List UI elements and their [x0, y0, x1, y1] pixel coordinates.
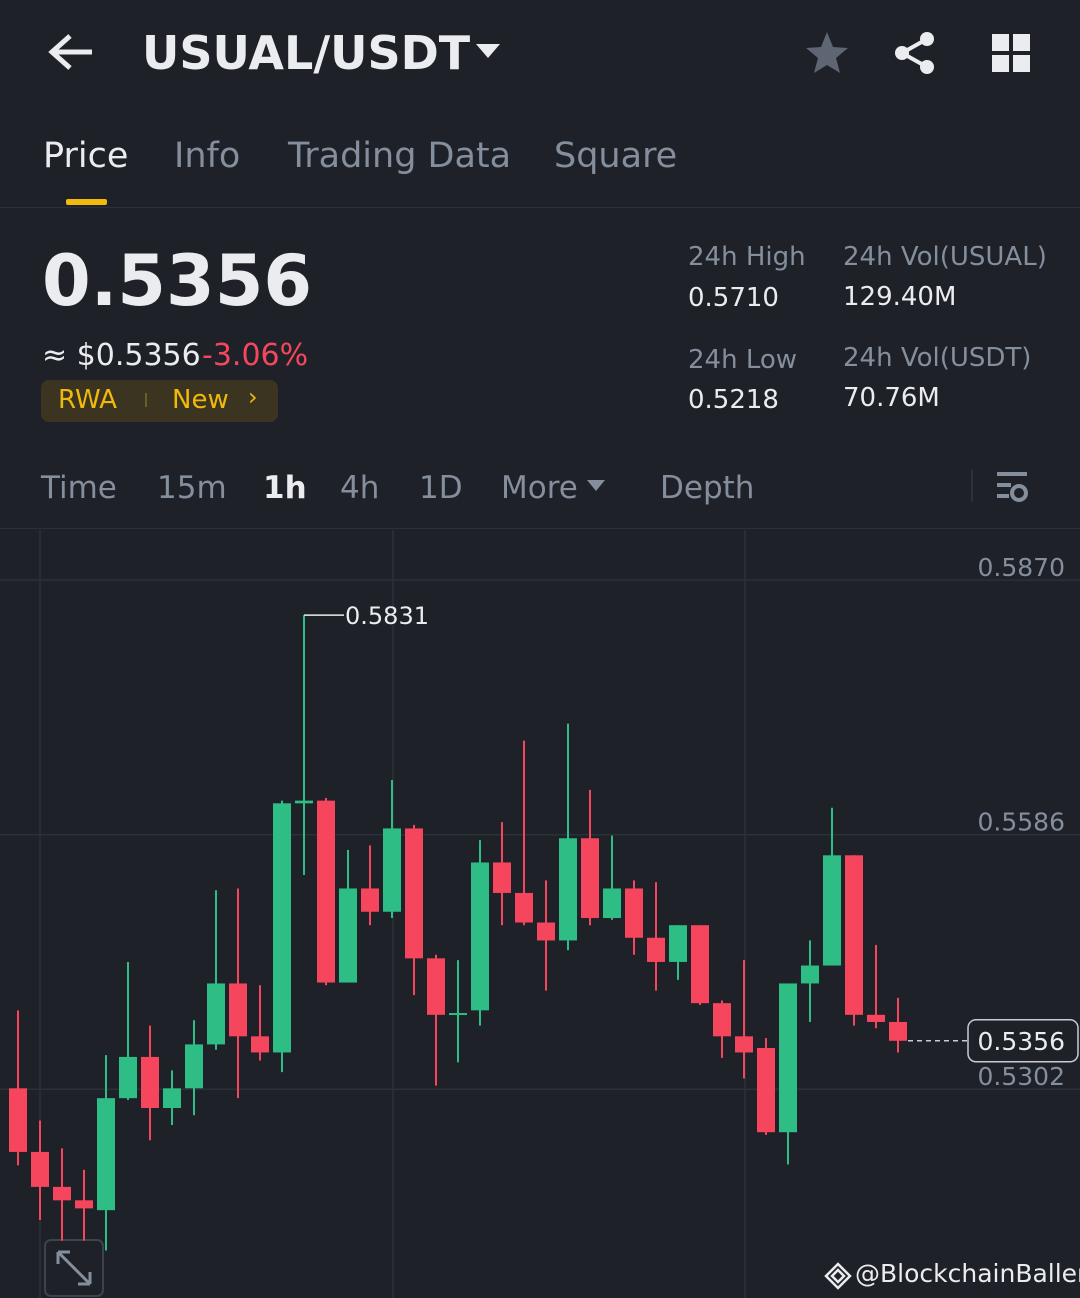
tag-box[interactable]: [41, 380, 278, 422]
candle-body: [119, 1056, 137, 1099]
candle-body: [273, 803, 291, 1053]
watermark: @BlockchainBaller: [855, 1259, 1080, 1288]
candle-body: [559, 838, 577, 941]
pair-title[interactable]: USUAL/USDT: [142, 26, 471, 80]
stat-value: 70.76M: [843, 383, 940, 413]
expand-button[interactable]: [44, 1239, 104, 1297]
more-dropdown[interactable]: [586, 479, 606, 493]
divider: [971, 470, 973, 502]
candle-body: [449, 1013, 467, 1016]
stat-value: 129.40M: [843, 282, 957, 312]
stat-label: 24h Vol(USUAL): [843, 242, 1047, 272]
candle-body: [75, 1200, 93, 1209]
y-tick-label: 0.5870: [978, 553, 1065, 582]
candle-body: [603, 888, 621, 919]
interval[interactable]: 1h: [263, 470, 307, 506]
annotation: 0.5831: [345, 602, 429, 630]
candle-body: [97, 1098, 115, 1211]
candle-body: [229, 983, 247, 1037]
candle-body: [779, 983, 797, 1133]
y-tick-label: 0.5586: [978, 808, 1065, 837]
tab[interactable]: Price: [43, 136, 129, 176]
watermark-logo: [824, 1262, 852, 1290]
expand-icon: [56, 1250, 92, 1286]
layout-icon[interactable]: [990, 32, 1032, 74]
candle-body: [889, 1021, 907, 1041]
y-tick-label: 0.5302: [978, 1062, 1065, 1091]
candle-body: [141, 1056, 159, 1109]
candle-body: [471, 862, 489, 1011]
tag-separator: [145, 393, 147, 407]
candle-body: [493, 862, 511, 893]
interval[interactable]: Depth: [660, 470, 755, 506]
last-price-box: [967, 1019, 1079, 1063]
candle-body: [801, 965, 819, 984]
candle-body: [185, 1044, 203, 1089]
stat-value: 0.5710: [688, 283, 779, 313]
candle-body: [31, 1151, 49, 1187]
candle-body: [9, 1088, 27, 1152]
candle-body: [383, 828, 401, 912]
candle-body: [647, 937, 665, 962]
stat-label: 24h High: [688, 242, 806, 272]
candle-body: [295, 800, 313, 804]
tab[interactable]: Square: [554, 136, 678, 176]
interval[interactable]: 15m: [157, 470, 227, 506]
back-button[interactable]: [48, 32, 94, 72]
candle-body: [867, 1014, 885, 1022]
candle-body: [361, 888, 379, 912]
interval[interactable]: 1D: [419, 470, 463, 506]
tab[interactable]: Info: [174, 136, 241, 176]
tag[interactable]: New: [172, 385, 229, 415]
candle-body: [251, 1036, 269, 1053]
candle-body: [735, 1036, 753, 1053]
last-price: 0.5356: [42, 240, 313, 322]
candle-body: [515, 892, 533, 923]
candle-body: [845, 855, 863, 1015]
candle-body: [53, 1186, 71, 1201]
interval[interactable]: 4h: [340, 470, 380, 506]
candlestick-chart: 0.5870 0.5586 0.5302 0.5831 0.5356: [0, 530, 1080, 1298]
candle-body: [405, 828, 423, 959]
candle-body: [713, 1003, 731, 1037]
divider: [0, 207, 1080, 208]
candle-body: [537, 922, 555, 941]
candle-body: [581, 838, 599, 919]
candle-body: [207, 983, 225, 1045]
stat-label: 24h Low: [688, 345, 798, 375]
chart-settings-icon[interactable]: [995, 470, 1031, 504]
candle-body: [669, 925, 687, 962]
favorite-icon[interactable]: [804, 30, 850, 76]
tag[interactable]: RWA: [58, 385, 118, 415]
stat-label: 24h Vol(USDT): [843, 343, 1032, 373]
candle-body: [691, 925, 709, 1004]
candle-body: [427, 958, 445, 1015]
last-price-label: 0.5356: [978, 1027, 1065, 1056]
stat-value: 0.5218: [688, 385, 779, 415]
usd-price: ≈ $0.5356: [42, 338, 201, 373]
tab-indicator: [66, 199, 107, 205]
pair-dropdown[interactable]: [474, 42, 502, 62]
interval[interactable]: More: [501, 470, 578, 506]
candle-body: [163, 1088, 181, 1109]
candle-body: [823, 855, 841, 966]
divider: [0, 528, 1080, 529]
share-icon[interactable]: [892, 30, 938, 76]
interval[interactable]: Time: [41, 470, 117, 506]
candle-body: [317, 800, 335, 983]
tab[interactable]: Trading Data: [288, 136, 512, 176]
candle-body: [339, 888, 357, 983]
price-change: -3.06%: [202, 338, 309, 373]
tag-chevron: ›: [248, 383, 258, 411]
candle-body: [757, 1047, 775, 1133]
candle-body: [625, 888, 643, 938]
